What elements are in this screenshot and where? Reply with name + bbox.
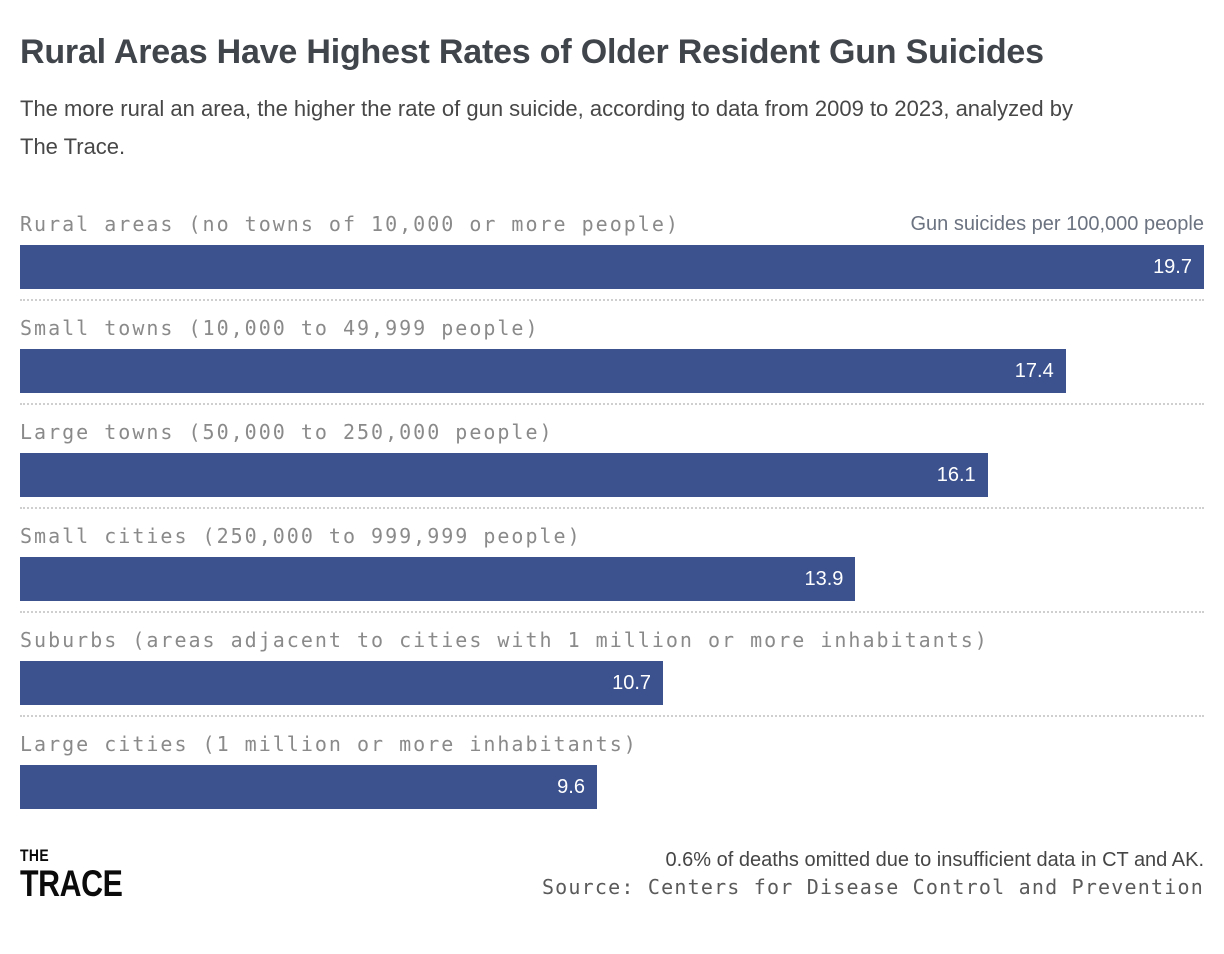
bar-row: Large towns (50,000 to 250,000 people) 1… bbox=[20, 405, 1204, 509]
bar: 10.7 bbox=[20, 661, 664, 705]
source-attribution: Source: Centers for Disease Control and … bbox=[541, 875, 1204, 899]
bar-label: Large towns (50,000 to 250,000 people) bbox=[20, 420, 554, 444]
bar-value: 9.6 bbox=[557, 775, 585, 798]
bar: 13.9 bbox=[20, 557, 856, 601]
bar-row: Rural areas (no towns of 10,000 or more … bbox=[20, 212, 1204, 301]
bar-label: Rural areas (no towns of 10,000 or more … bbox=[20, 212, 680, 236]
bar: 16.1 bbox=[20, 453, 988, 497]
bar-label: Small cities (250,000 to 999,999 people) bbox=[20, 524, 582, 548]
bar: 17.4 bbox=[20, 349, 1066, 393]
footnotes: 0.6% of deaths omitted due to insufficie… bbox=[542, 847, 1204, 901]
bar: 19.7 bbox=[20, 245, 1204, 289]
logo-line-the: THE bbox=[20, 846, 50, 865]
bar-row: Large cities (1 million or more inhabita… bbox=[20, 717, 1204, 819]
bar-row: Small cities (250,000 to 999,999 people)… bbox=[20, 509, 1204, 613]
bar-value: 13.9 bbox=[804, 567, 844, 590]
chart-subtitle: The more rural an area, the higher the r… bbox=[20, 96, 1073, 159]
bar-value: 19.7 bbox=[1153, 255, 1192, 278]
bar-row: Suburbs (areas adjacent to cities with 1… bbox=[20, 613, 1204, 717]
bar-label: Suburbs (areas adjacent to cities with 1… bbox=[20, 628, 989, 652]
chart-title: Rural Areas Have Highest Rates of Older … bbox=[20, 33, 1044, 71]
bar: 9.6 bbox=[20, 765, 597, 809]
bar-value: 16.1 bbox=[936, 463, 976, 486]
bar-chart: Gun suicides per 100,000 people Rural ar… bbox=[20, 212, 1204, 819]
bar-value: 17.4 bbox=[1014, 359, 1054, 382]
footer: THE TRACE 0.6% of deaths omitted due to … bbox=[20, 847, 1204, 902]
bar-row: Small towns (10,000 to 49,999 people) 17… bbox=[20, 301, 1204, 405]
bar-label: Small towns (10,000 to 49,999 people) bbox=[20, 316, 540, 340]
bar-label: Large cities (1 million or more inhabita… bbox=[20, 732, 638, 756]
omitted-data-note: 0.6% of deaths omitted due to insufficie… bbox=[665, 849, 1205, 871]
bar-value: 10.7 bbox=[612, 671, 652, 694]
axis-unit-label: Gun suicides per 100,000 people bbox=[910, 213, 1204, 235]
the-trace-logo: THE TRACE bbox=[20, 846, 123, 904]
bar-rows: Rural areas (no towns of 10,000 or more … bbox=[20, 212, 1204, 819]
logo-line-trace: TRACE bbox=[20, 863, 123, 904]
